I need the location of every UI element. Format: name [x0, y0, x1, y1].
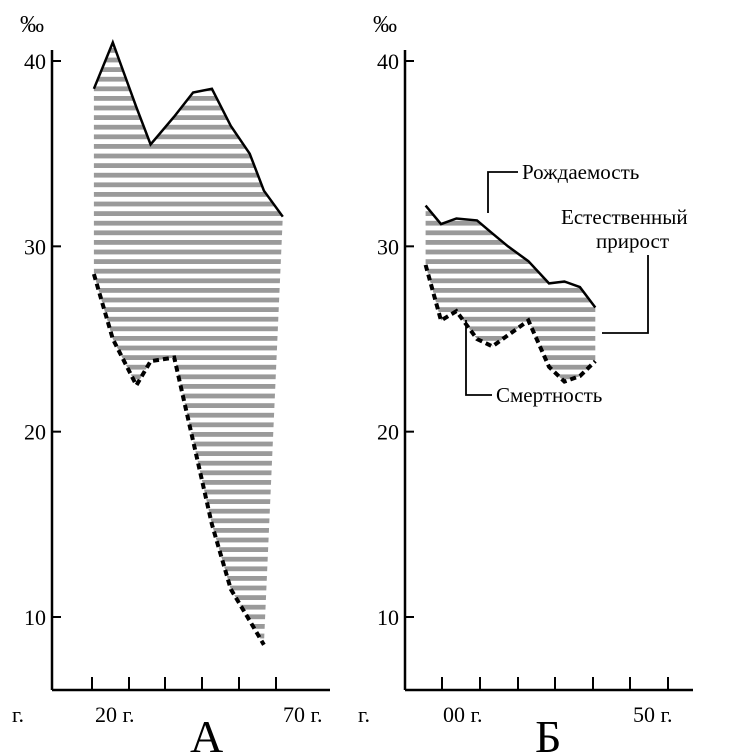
y-tick-label: 20 — [24, 420, 46, 445]
panel-b-x-label-left: 00 г. — [443, 702, 483, 727]
y-tick-label: 10 — [377, 605, 399, 630]
panel-a-birth-rate-line — [92, 39, 284, 218]
natural-increase-leader-line — [602, 255, 649, 334]
death-rate-leader-line — [465, 320, 492, 396]
y-tick-label: 30 — [377, 234, 399, 259]
y-tick-label: 30 — [24, 234, 46, 259]
panel-a-x-unit-label: г. — [12, 702, 24, 727]
panel-a-y-unit: ‰ — [20, 12, 44, 38]
y-tick-label: 40 — [377, 49, 399, 74]
y-tick-label: 40 — [24, 49, 46, 74]
panel-a-ticks: 10 20 30 40 — [24, 49, 277, 690]
panel-b-label: Б — [535, 711, 561, 755]
y-tick-label: 10 — [24, 605, 46, 630]
natural-increase-annotation-line2: прирост — [596, 229, 669, 253]
birth-rate-annotation: Рождаемость — [522, 160, 639, 184]
panel-b-x-unit-label: г. — [358, 702, 370, 727]
panel-b-ticks: 10 20 30 40 — [377, 49, 669, 690]
panel-a-x-label-left: 20 г. — [95, 702, 135, 727]
panel-b-y-unit: ‰ — [373, 12, 397, 38]
panel-a-label: А — [190, 711, 223, 755]
panel-b-x-label-right: 50 г. — [633, 702, 673, 727]
panel-a-natural-increase-area — [93, 42, 283, 645]
natural-increase-annotation-line1: Естественный — [561, 205, 688, 229]
panel-b-birth-rate-line — [424, 204, 597, 309]
panel-a: 10 20 30 40 ‰ г. 20 г. 70 г. А — [12, 12, 330, 755]
panel-b-natural-increase-area — [425, 205, 596, 382]
birth-rate-leader-line — [487, 171, 518, 213]
panel-a-x-label-right: 70 г. — [283, 702, 323, 727]
panel-a-death-rate-line — [91, 273, 266, 646]
y-tick-label: 20 — [377, 420, 399, 445]
death-rate-annotation: Смертность — [496, 383, 602, 407]
